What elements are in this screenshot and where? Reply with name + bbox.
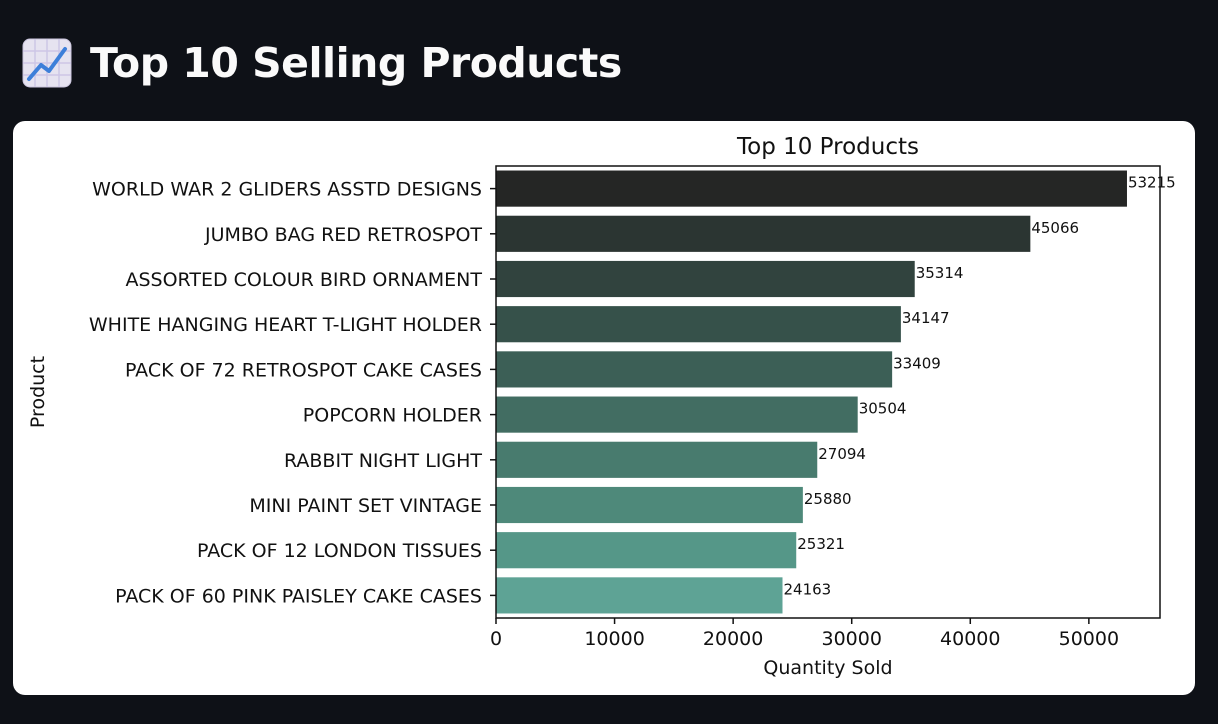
bar-5 (496, 351, 893, 388)
y-tick-label: PACK OF 60 PINK PAISLEY CAKE CASES (115, 585, 482, 607)
x-tick-label: 20000 (703, 628, 763, 650)
x-axis-label: Quantity Sold (763, 657, 892, 679)
x-tick-label: 10000 (584, 628, 644, 650)
x-tick-label: 40000 (940, 628, 1000, 650)
bar-chart: Top 10 Products Quantity Sold Product 0 1… (27, 134, 1176, 679)
y-ticks-group: WORLD WAR 2 GLIDERS ASSTD DESIGNS JUMBO B… (89, 179, 496, 607)
y-axis-label: Product (27, 356, 49, 428)
y-tick-label: WORLD WAR 2 GLIDERS ASSTD DESIGNS (92, 179, 482, 201)
y-tick-label: JUMBO BAG RED RETROSPOT (204, 224, 482, 246)
data-labels-group: 53215 45066 35314 34147 33409 30504 27094 25880… (784, 174, 1176, 599)
bar-1 (496, 170, 1127, 207)
data-label-8: 25880 (804, 490, 852, 508)
y-tick-label: PACK OF 12 LONDON TISSUES (197, 540, 482, 562)
bar-2 (496, 215, 1031, 252)
data-label-6: 30504 (859, 400, 907, 418)
page-header: Top 10 Selling Products (22, 34, 622, 92)
x-tick-label: 0 (490, 628, 502, 650)
bar-10 (496, 577, 783, 614)
data-label-3: 35314 (916, 264, 964, 282)
y-tick-label: PACK OF 72 RETROSPOT CAKE CASES (125, 359, 482, 381)
plot-frame (495, 165, 1161, 619)
bar-3 (496, 260, 915, 298)
y-tick-label: RABBIT NIGHT LIGHT (284, 450, 482, 472)
page-title: Top 10 Selling Products (90, 39, 622, 87)
y-tick-label: WHITE HANGING HEART T-LIGHT HOLDER (89, 314, 482, 336)
bar-9 (496, 532, 797, 569)
data-label-5: 33409 (893, 354, 941, 372)
chart-title: Top 10 Products (736, 134, 919, 160)
bar-6 (496, 396, 858, 433)
data-label-10: 24163 (784, 580, 832, 598)
y-tick-label: POPCORN HOLDER (303, 405, 482, 427)
data-label-2: 45066 (1031, 219, 1079, 237)
bar-8 (496, 486, 803, 524)
chart-card: Top 10 Products Quantity Sold Product 0 1… (13, 121, 1195, 695)
bars-group (496, 170, 1127, 614)
bar-4 (496, 306, 901, 343)
y-tick-label: MINI PAINT SET VINTAGE (249, 495, 482, 517)
bar-7 (496, 441, 818, 478)
chart-increasing-icon (22, 38, 72, 88)
data-label-7: 27094 (818, 445, 866, 463)
x-tick-label: 30000 (821, 628, 881, 650)
data-label-4: 34147 (902, 309, 950, 327)
data-label-1: 53215 (1128, 174, 1176, 192)
data-label-9: 25321 (797, 535, 845, 553)
x-tick-label: 50000 (1059, 628, 1119, 650)
x-ticks-group: 0 10000 20000 30000 40000 50000 (490, 618, 1119, 650)
y-tick-label: ASSORTED COLOUR BIRD ORNAMENT (125, 269, 482, 291)
